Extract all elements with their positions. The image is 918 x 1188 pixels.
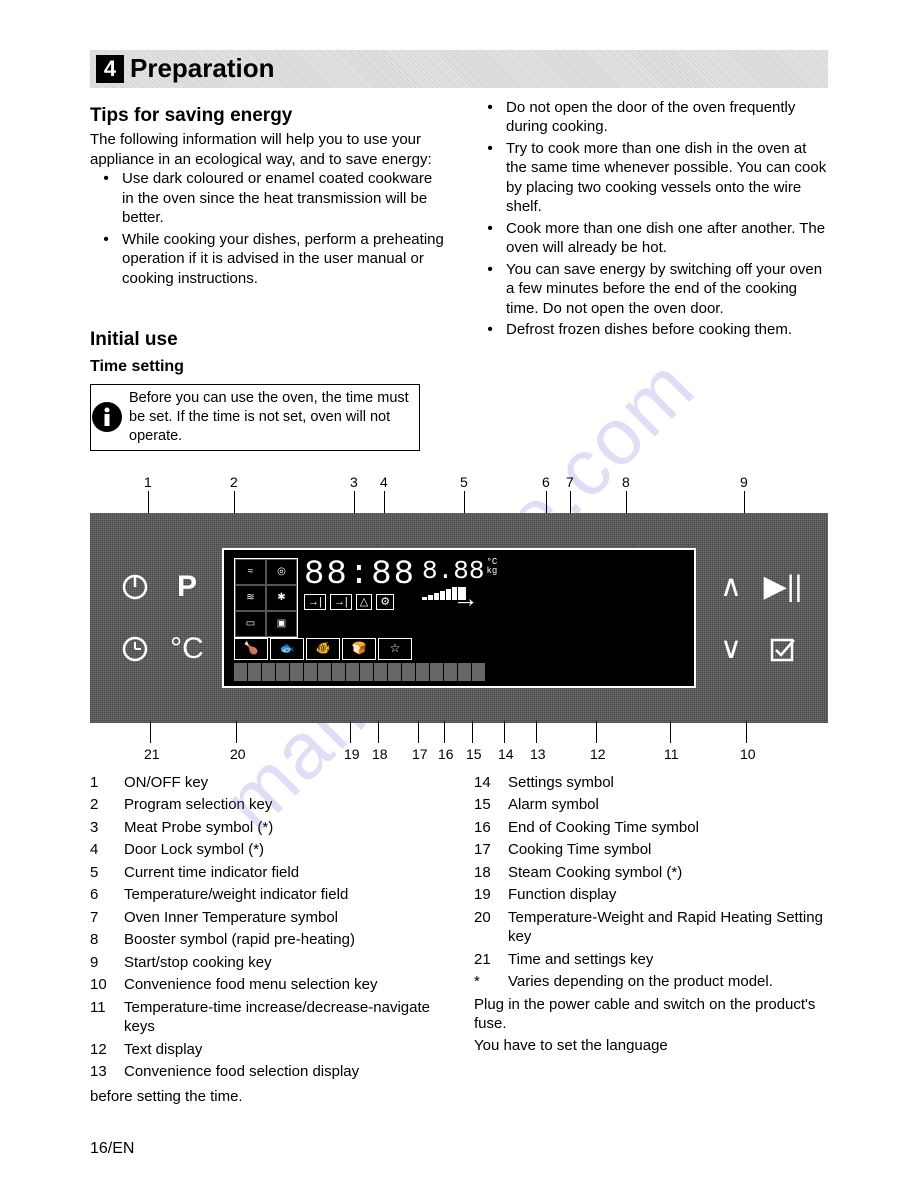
legend-row: 16End of Cooking Time symbol — [474, 818, 828, 838]
bullet-item: Try to cook more than one dish in the ov… — [474, 139, 828, 217]
temp-weight-field: 8.88 °Ckg → — [422, 558, 497, 600]
section-header: 4 Preparation — [90, 50, 828, 88]
tips-list-left: Use dark coloured or enamel coated cookw… — [90, 169, 444, 288]
callout-number: 8 — [622, 473, 630, 491]
info-text: Before you can use the oven, the time mu… — [123, 385, 419, 450]
callout-number: 19 — [344, 745, 360, 763]
legend-row: 15Alarm symbol — [474, 795, 828, 815]
legend-row: 19Function display — [474, 885, 828, 905]
legend-row: 17Cooking Time symbol — [474, 840, 828, 860]
program-key-icon: P — [170, 570, 204, 604]
legend-row: 6Temperature/weight indicator field — [90, 885, 444, 905]
section-title: Preparation — [130, 52, 275, 86]
initial-heading: Initial use — [90, 328, 444, 353]
text-display-row — [234, 663, 684, 681]
legend: 1ON/OFF key2Program selection key 3Meat P… — [90, 773, 828, 1085]
callout-number: 10 — [740, 745, 756, 763]
bullet-item: Cook more than one dish one after anothe… — [474, 219, 828, 258]
page-number: 16/EN — [90, 1139, 134, 1160]
legend-left: 1ON/OFF key2Program selection key 3Meat P… — [90, 773, 444, 1085]
legend-row: 20Temperature-Weight and Rapid Heating S… — [474, 908, 828, 947]
closing-text-2: You have to set the language — [474, 1036, 828, 1056]
callout-number: 2 — [230, 473, 238, 491]
legend-row: 10Convenience food menu selection key — [90, 975, 444, 995]
symbol-row: →|→|△⚙ — [304, 594, 416, 610]
legend-row: 8Booster symbol (rapid pre-heating) — [90, 930, 444, 950]
legend-row: 3Meat Probe symbol (*) — [90, 818, 444, 838]
closing-text-3: before setting the time. — [90, 1087, 828, 1107]
start-stop-key-icon: ▶|| — [766, 570, 800, 604]
down-key-icon: ∨ — [714, 632, 748, 666]
legend-row: 21Time and settings key — [474, 950, 828, 970]
time-setting-heading: Time setting — [90, 357, 444, 378]
callout-number: 15 — [466, 745, 482, 763]
bullet-item: Defrost frozen dishes before cooking the… — [474, 320, 828, 341]
lcd-display: ≈◎≋✱▭▣ 88:88 →|→|△⚙ 8.88 °Ckg → 🍗🐟🐠🍞☆ — [222, 548, 696, 688]
bullet-item: Do not open the door of the oven frequen… — [474, 98, 828, 137]
callout-number: 18 — [372, 745, 388, 763]
callout-number: 14 — [498, 745, 514, 763]
callout-number: 7 — [566, 473, 574, 491]
callout-number: 20 — [230, 745, 246, 763]
bullet-item: Use dark coloured or enamel coated cookw… — [90, 169, 444, 228]
callout-number: 1 — [144, 473, 152, 491]
legend-row: 4Door Lock symbol (*) — [90, 840, 444, 860]
control-panel-diagram: 123456789 P °C ≈◎≋✱▭▣ 88:88 →|→|△⚙ 8.88 — [90, 473, 828, 773]
legend-row: 5Current time indicator field — [90, 863, 444, 883]
tips-list-right: Do not open the door of the oven frequen… — [474, 98, 828, 341]
info-box: Before you can use the oven, the time mu… — [90, 384, 420, 451]
left-column: Tips for saving energy The following inf… — [90, 98, 444, 451]
legend-row: 9Start/stop cooking key — [90, 953, 444, 973]
legend-row: 11Temperature-time increase/decrease-nav… — [90, 998, 444, 1037]
legend-row: 18Steam Cooking symbol (*) — [474, 863, 828, 883]
clock-key-icon — [118, 632, 152, 666]
up-key-icon: ∧ — [714, 570, 748, 604]
callout-number: 6 — [542, 473, 550, 491]
menu-key-icon — [766, 632, 800, 666]
callout-number: 3 — [350, 473, 358, 491]
callout-number: 9 — [740, 473, 748, 491]
onoff-key-icon — [118, 570, 152, 604]
callout-number: 4 — [380, 473, 388, 491]
function-display-icon: ≈◎≋✱▭▣ — [234, 558, 298, 638]
legend-row: *Varies depending on the product model. — [474, 972, 828, 992]
callout-number: 12 — [590, 745, 606, 763]
tips-heading: Tips for saving energy — [90, 104, 444, 129]
callout-number: 21 — [144, 745, 160, 763]
temp-key-icon: °C — [170, 632, 204, 666]
bullet-item: While cooking your dishes, perform a pre… — [90, 230, 444, 289]
callout-number: 11 — [664, 745, 679, 763]
control-panel: P °C ≈◎≋✱▭▣ 88:88 →|→|△⚙ 8.88 °Ckg → — [90, 513, 828, 723]
legend-row: 2Program selection key — [90, 795, 444, 815]
legend-right: 14Settings symbol15Alarm symbol 16End of … — [474, 773, 828, 1085]
legend-row: 14Settings symbol — [474, 773, 828, 793]
callout-number: 5 — [460, 473, 468, 491]
food-selection-row: 🍗🐟🐠🍞☆ — [234, 638, 684, 660]
info-icon — [91, 385, 123, 450]
callout-number: 13 — [530, 745, 546, 763]
legend-row: 12Text display — [90, 1040, 444, 1060]
legend-row: 1ON/OFF key — [90, 773, 444, 793]
right-column: Do not open the door of the oven frequen… — [474, 98, 828, 451]
legend-row: 13Convenience food selection display — [90, 1062, 444, 1082]
legend-row: 7Oven Inner Temperature symbol — [90, 908, 444, 928]
time-field: 88:88 — [304, 558, 416, 592]
closing-text-1: Plug in the power cable and switch on th… — [474, 995, 828, 1034]
callout-number: 16 — [438, 745, 454, 763]
callout-number: 17 — [412, 745, 428, 763]
section-number: 4 — [96, 55, 124, 83]
tips-intro: The following information will help you … — [90, 130, 444, 169]
bullet-item: You can save energy by switching off you… — [474, 260, 828, 319]
